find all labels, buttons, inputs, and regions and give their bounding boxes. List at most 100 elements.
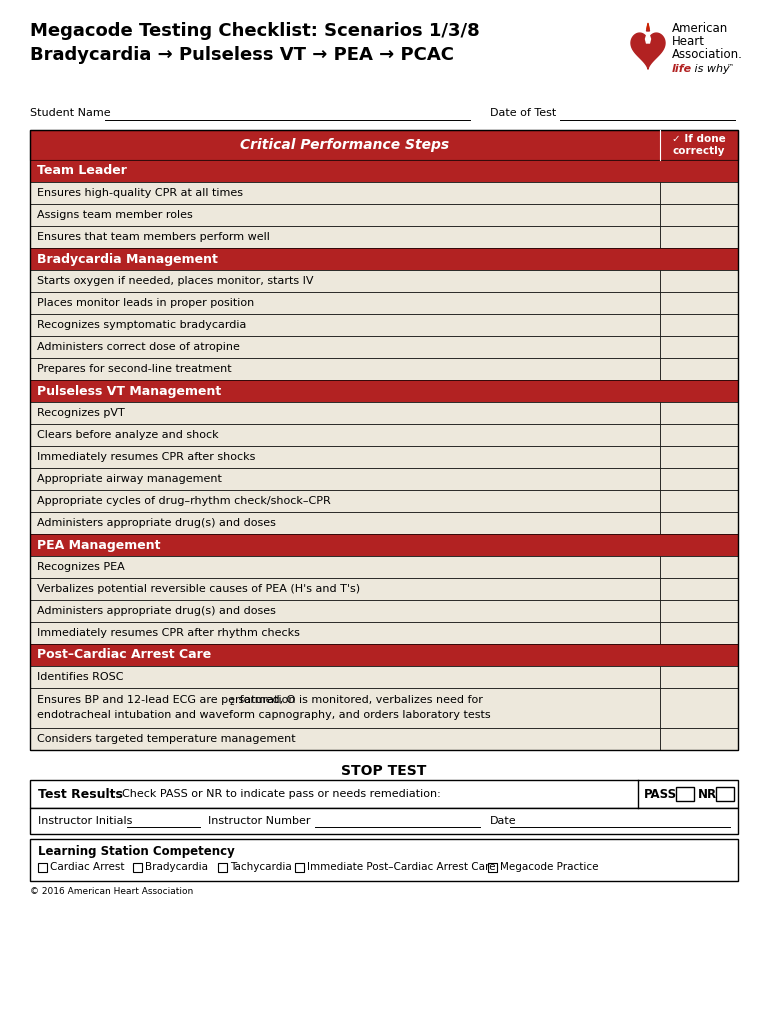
Text: Instructor Initials: Instructor Initials	[38, 816, 132, 826]
Text: life: life	[672, 63, 692, 74]
Bar	[30, 204, 660, 226]
Text: STOP TEST: STOP TEST	[341, 764, 427, 778]
Bar	[660, 314, 738, 336]
Text: Places monitor leads in proper position: Places monitor leads in proper position	[37, 298, 254, 308]
Bar	[660, 182, 738, 204]
Text: Test Results: Test Results	[38, 787, 123, 801]
Bar	[660, 292, 738, 314]
Bar	[30, 728, 660, 750]
Bar	[30, 644, 738, 666]
Bar	[30, 130, 738, 160]
Polygon shape	[647, 24, 650, 31]
Text: Administers appropriate drug(s) and doses: Administers appropriate drug(s) and dose…	[37, 518, 276, 528]
Bar	[716, 787, 734, 801]
Text: Administers correct dose of atropine: Administers correct dose of atropine	[37, 342, 240, 352]
Bar	[660, 446, 738, 468]
Text: ✓ If done
correctly: ✓ If done correctly	[672, 134, 726, 157]
Bar	[30, 556, 660, 578]
Text: Learning Station Competency: Learning Station Competency	[38, 845, 235, 858]
Text: saturation is monitored, verbalizes need for: saturation is monitored, verbalizes need…	[235, 695, 483, 705]
Bar	[30, 688, 660, 728]
Bar	[676, 787, 694, 801]
Bar	[30, 534, 738, 556]
Bar	[488, 863, 497, 872]
Bar	[30, 600, 660, 622]
Bar	[30, 270, 660, 292]
Text: Association.: Association.	[672, 48, 743, 61]
Text: Ensures BP and 12-lead ECG are performed, O: Ensures BP and 12-lead ECG are performed…	[37, 695, 296, 705]
Bar	[660, 226, 738, 248]
Bar	[30, 226, 660, 248]
Text: Megacode Practice: Megacode Practice	[500, 862, 598, 872]
Bar	[660, 336, 738, 358]
Bar	[660, 688, 738, 728]
Bar	[295, 863, 304, 872]
Bar	[30, 402, 660, 424]
Text: Clears before analyze and shock: Clears before analyze and shock	[37, 430, 219, 440]
Bar	[30, 314, 660, 336]
Text: 2: 2	[230, 698, 234, 707]
Bar	[660, 600, 738, 622]
Bar	[660, 556, 738, 578]
Bar	[660, 468, 738, 490]
Bar	[30, 808, 738, 834]
Text: Immediately resumes CPR after rhythm checks: Immediately resumes CPR after rhythm che…	[37, 628, 300, 638]
Text: Heart: Heart	[672, 35, 705, 48]
Text: Administers appropriate drug(s) and doses: Administers appropriate drug(s) and dose…	[37, 606, 276, 616]
Bar	[30, 468, 660, 490]
Bar	[30, 248, 738, 270]
Text: Considers targeted temperature management: Considers targeted temperature managemen…	[37, 734, 296, 744]
Bar	[30, 380, 738, 402]
Polygon shape	[631, 33, 665, 70]
Bar	[133, 863, 142, 872]
Text: Verbalizes potential reversible causes of PEA (H's and T's): Verbalizes potential reversible causes o…	[37, 584, 360, 594]
Bar	[30, 666, 660, 688]
Text: Ensures that team members perform well: Ensures that team members perform well	[37, 232, 270, 242]
Bar	[660, 402, 738, 424]
Text: PEA Management: PEA Management	[37, 539, 161, 552]
Text: Bradycardia: Bradycardia	[145, 862, 208, 872]
Text: Cardiac Arrest: Cardiac Arrest	[50, 862, 124, 872]
Text: Ensures high-quality CPR at all times: Ensures high-quality CPR at all times	[37, 188, 243, 198]
Text: Bradycardia Management: Bradycardia Management	[37, 253, 218, 265]
Text: Immediately resumes CPR after shocks: Immediately resumes CPR after shocks	[37, 452, 256, 462]
Bar	[30, 780, 738, 808]
Text: Check PASS or NR to indicate pass or needs remediation:: Check PASS or NR to indicate pass or nee…	[122, 790, 441, 799]
Text: Recognizes pVT: Recognizes pVT	[37, 408, 124, 418]
Bar	[660, 270, 738, 292]
Text: Tachycardia: Tachycardia	[230, 862, 292, 872]
Bar	[660, 578, 738, 600]
Bar	[0, 0, 768, 125]
Text: American: American	[672, 22, 728, 35]
Bar	[30, 336, 660, 358]
Bar	[30, 424, 660, 446]
Bar	[660, 666, 738, 688]
Bar	[38, 863, 47, 872]
Bar	[660, 424, 738, 446]
Bar	[30, 248, 738, 270]
Text: Immediate Post–Cardiac Arrest Care: Immediate Post–Cardiac Arrest Care	[307, 862, 495, 872]
Text: is why: is why	[691, 63, 730, 74]
Text: Starts oxygen if needed, places monitor, starts IV: Starts oxygen if needed, places monitor,…	[37, 276, 313, 286]
Bar	[30, 130, 738, 160]
Bar	[30, 130, 738, 750]
Bar	[660, 204, 738, 226]
Polygon shape	[645, 31, 650, 43]
Bar	[30, 292, 660, 314]
Bar	[660, 490, 738, 512]
Text: Team Leader: Team Leader	[37, 165, 127, 177]
Bar	[30, 578, 660, 600]
Bar	[30, 839, 738, 881]
Bar	[660, 358, 738, 380]
Bar	[30, 380, 738, 402]
Bar	[30, 644, 738, 666]
Text: Prepares for second-line treatment: Prepares for second-line treatment	[37, 364, 232, 374]
Bar	[30, 446, 660, 468]
Bar	[30, 622, 660, 644]
Text: ™: ™	[727, 63, 734, 69]
Text: Recognizes symptomatic bradycardia: Recognizes symptomatic bradycardia	[37, 319, 247, 330]
Text: Assigns team member roles: Assigns team member roles	[37, 210, 193, 220]
Bar	[660, 622, 738, 644]
Bar	[30, 358, 660, 380]
Text: Appropriate airway management: Appropriate airway management	[37, 474, 222, 484]
